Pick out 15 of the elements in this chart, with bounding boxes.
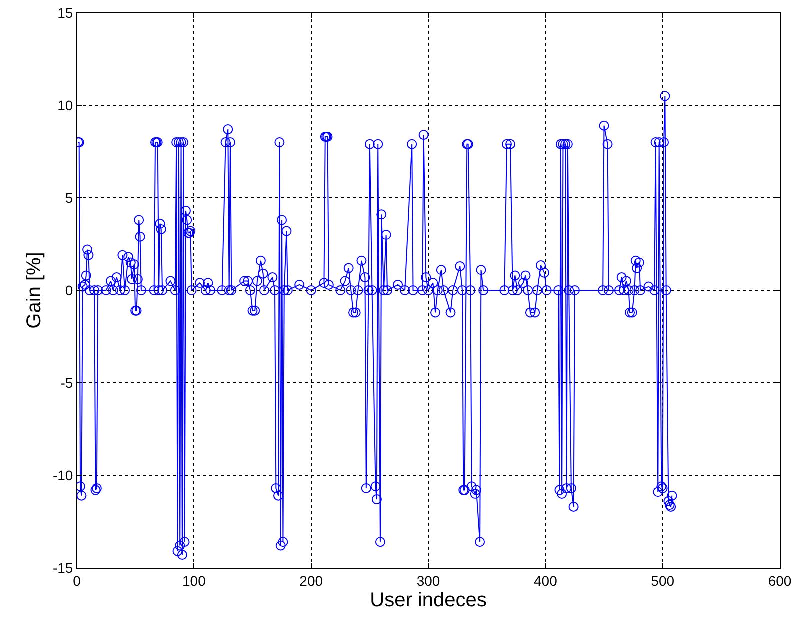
y-tick-label: 5 (65, 190, 74, 206)
y-tick-label: 15 (58, 4, 74, 21)
x-tick-label: 400 (534, 572, 558, 589)
x-tick-label: 500 (651, 572, 675, 589)
y-tick-label: -10 (52, 467, 74, 484)
x-tick-label: 200 (300, 572, 324, 589)
y-tick-label: 10 (58, 97, 74, 114)
y-tick-label: -5 (60, 374, 74, 391)
x-tick-label: 300 (416, 572, 440, 589)
x-tick-label: 600 (768, 572, 792, 589)
x-axis-title: User indeces (370, 589, 487, 612)
y-axis-title: Gain [%] (23, 252, 46, 329)
x-tick-label: 100 (182, 572, 206, 589)
y-tick-label: -15 (52, 560, 74, 576)
y-tick-label: 0 (65, 282, 74, 298)
